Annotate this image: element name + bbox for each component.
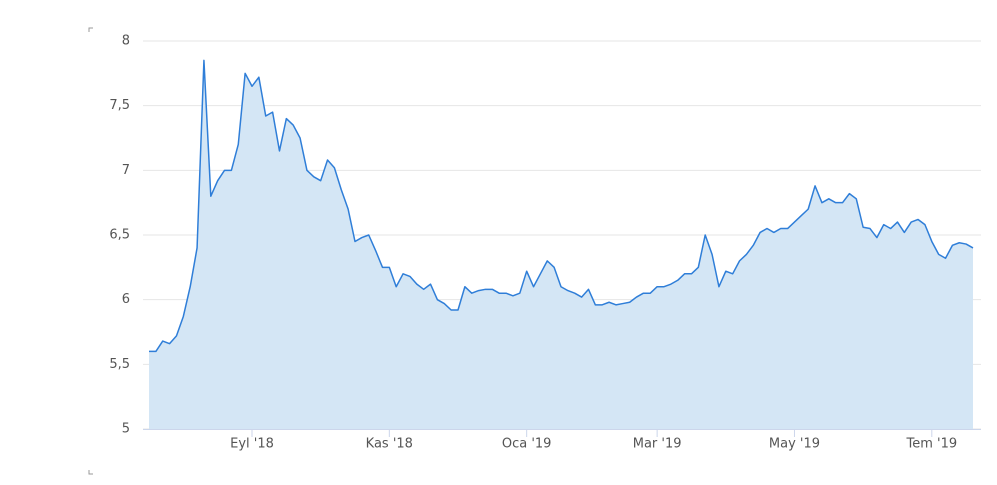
y-tick-label: 7,5 (109, 98, 130, 113)
x-tick-label: Tem '19 (905, 437, 957, 452)
y-tick-label: 6 (122, 292, 130, 307)
line (149, 59, 974, 353)
area (149, 60, 973, 430)
corner-mark (88, 27, 93, 32)
y-tick-label: 8 (122, 34, 130, 49)
x-tick-label: Kas '18 (366, 437, 413, 452)
corner-mark (88, 470, 93, 475)
y-tick-label: 6,5 (109, 228, 130, 243)
y-tick-label: 5 (122, 422, 130, 437)
x-tick-label: Eyl '18 (230, 437, 274, 452)
x-tick-label: Oca '19 (502, 437, 552, 452)
y-tick-label: 5,5 (109, 357, 130, 372)
y-tick-label: 7 (122, 163, 130, 178)
x-tick-label: May '19 (769, 437, 820, 452)
x-tick-label: Mar '19 (633, 437, 682, 452)
